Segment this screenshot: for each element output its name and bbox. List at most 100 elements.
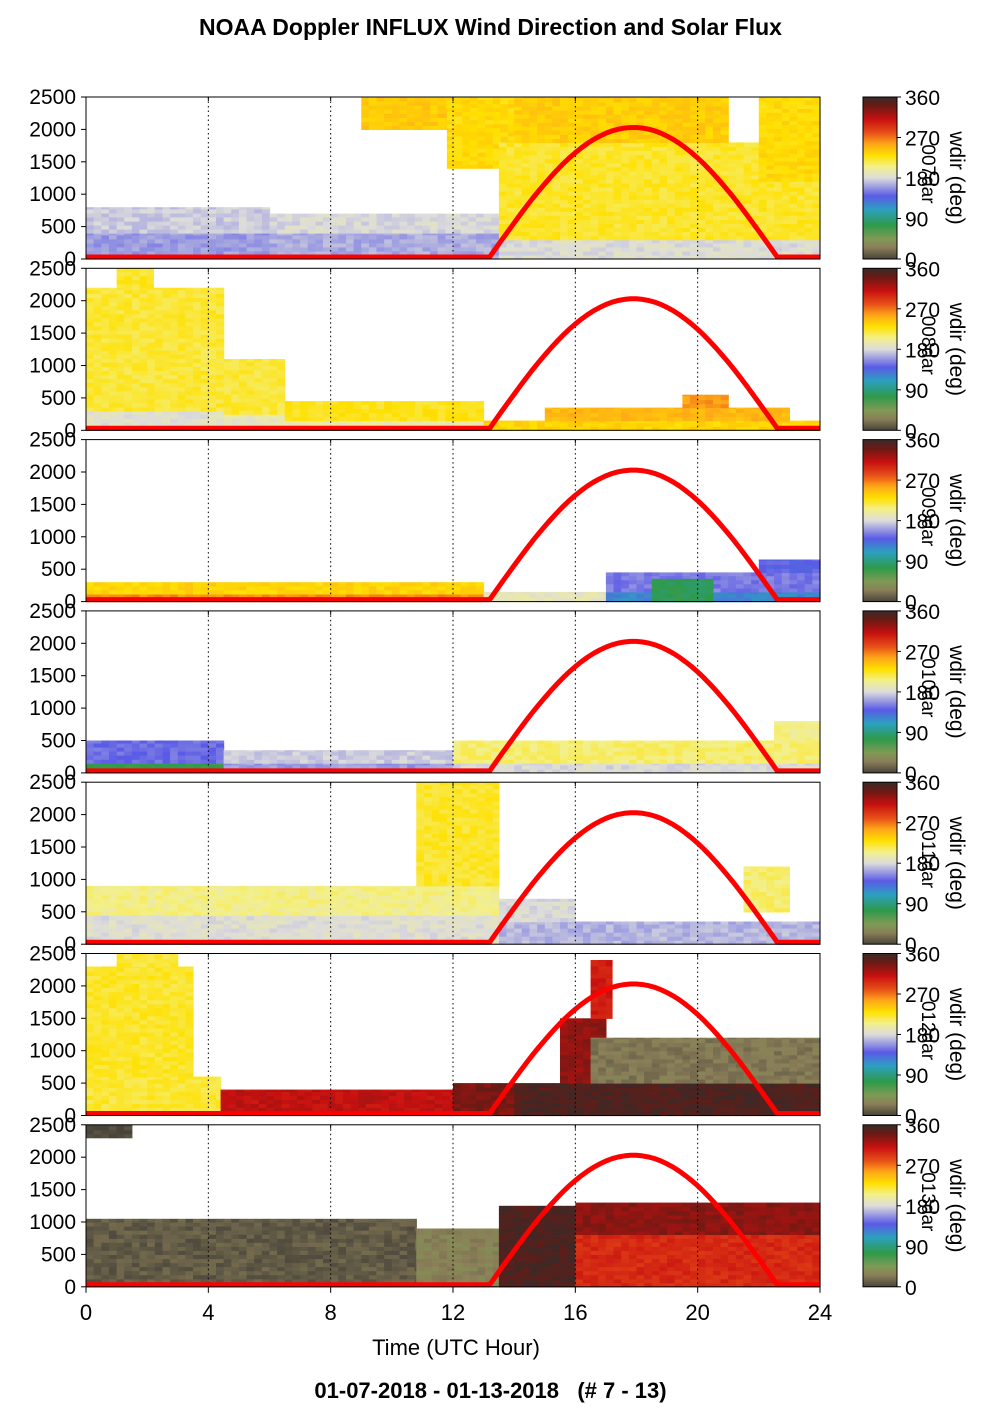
heatmap-cell	[300, 234, 309, 240]
heatmap-cell	[193, 246, 202, 252]
heatmap-cell	[353, 216, 362, 222]
heatmap-cell	[728, 426, 737, 431]
heatmap-cell	[690, 178, 699, 184]
heatmap-cell	[284, 216, 293, 222]
heatmap-cell	[651, 227, 660, 233]
heatmap-cell	[93, 398, 102, 404]
heatmap-cell	[674, 97, 683, 99]
heatmap-cell	[454, 107, 463, 113]
heatmap-cell	[613, 178, 622, 184]
heatmap-cell	[774, 407, 783, 409]
heatmap-cell	[269, 593, 278, 599]
heatmap-cell	[521, 166, 530, 172]
heatmap-cell	[659, 572, 668, 577]
heatmap-cell	[583, 101, 592, 107]
heatmap-cell	[353, 246, 362, 252]
heatmap-cell	[720, 158, 729, 164]
heatmap-cell	[781, 560, 790, 565]
heatmap-cell	[575, 426, 584, 431]
heatmap-cell	[713, 587, 722, 593]
heatmap-cell	[108, 309, 118, 315]
heatmap-cell	[330, 401, 339, 405]
heatmap-cell	[537, 593, 546, 599]
heatmap-cell	[101, 309, 110, 315]
heatmap-cell	[422, 121, 431, 126]
heatmap-cell	[735, 407, 745, 409]
heatmap-cell	[216, 763, 225, 766]
heatmap-cell	[590, 170, 599, 176]
heatmap-cell	[139, 378, 148, 384]
heatmap-cell	[116, 309, 125, 315]
heatmap-cell	[491, 229, 500, 234]
heatmap-cell	[462, 144, 471, 149]
heatmap-cell	[544, 122, 553, 127]
heatmap-cell	[537, 170, 546, 176]
heatmap-cell	[812, 132, 821, 138]
colorbar-tick-label: 180	[905, 511, 940, 534]
heatmap-cell	[575, 412, 584, 418]
heatmap-cell	[498, 174, 508, 180]
colorbar-tick-label: 90	[905, 551, 928, 574]
heatmap-cell	[506, 150, 515, 156]
heatmap-cell	[93, 386, 102, 392]
heatmap-cell	[147, 374, 156, 380]
heatmap-cell	[93, 338, 102, 343]
heatmap-cell	[644, 130, 653, 135]
heatmap-cell	[728, 207, 737, 212]
heatmap-cell	[368, 593, 378, 599]
heatmap-cell	[462, 160, 471, 165]
heatmap-cell	[139, 333, 148, 339]
heatmap-cell	[422, 582, 431, 587]
heatmap-cell	[116, 390, 125, 396]
y-tick-label: 2000	[29, 118, 76, 141]
heatmap-cell	[445, 401, 454, 405]
heatmap-cell	[238, 406, 248, 411]
heatmap-cell	[384, 593, 393, 599]
heatmap-cell	[86, 382, 95, 388]
heatmap-cell	[460, 225, 469, 230]
heatmap-cell	[682, 158, 691, 164]
heatmap-cell	[177, 418, 186, 423]
heatmap-cell	[162, 233, 171, 236]
heatmap-cell	[139, 740, 148, 744]
heatmap-cell	[468, 408, 477, 414]
heatmap-cell	[139, 414, 148, 419]
heatmap-cell	[124, 386, 133, 392]
heatmap-cell	[508, 107, 517, 113]
heatmap-cell	[605, 154, 615, 160]
heatmap-cell	[575, 199, 584, 204]
heatmap-cell	[567, 246, 576, 252]
heatmap-cell	[751, 575, 760, 581]
heatmap-cell	[437, 233, 446, 236]
heatmap-cell	[590, 97, 599, 103]
heatmap-cell	[735, 597, 745, 603]
heatmap-cell	[216, 220, 225, 226]
heatmap-cell	[108, 755, 118, 760]
heatmap-cell	[758, 215, 767, 220]
heatmap-cell	[323, 582, 332, 587]
heatmap-cell	[804, 182, 813, 188]
heatmap-cell	[758, 583, 767, 589]
heatmap-cell	[644, 207, 653, 212]
heatmap-cell	[216, 225, 225, 230]
heatmap-cell	[384, 404, 393, 410]
heatmap-cell	[284, 593, 293, 599]
heatmap-cell	[231, 406, 240, 411]
heatmap-cell	[789, 559, 798, 561]
heatmap-cell	[485, 152, 494, 157]
heatmap-cell	[93, 313, 102, 319]
heatmap-cell	[621, 170, 630, 176]
heatmap-cell	[667, 408, 676, 414]
heatmap-cell	[789, 124, 798, 130]
heatmap-cell	[521, 422, 530, 427]
heatmap-cell	[139, 366, 148, 371]
heatmap-cell	[162, 582, 171, 587]
heatmap-cell	[514, 154, 523, 160]
heatmap-cell	[751, 235, 760, 241]
heatmap-cell	[636, 97, 645, 103]
heatmap-cell	[468, 422, 477, 427]
heatmap-cell	[812, 559, 821, 561]
heatmap-cell	[292, 412, 301, 418]
heatmap-cell	[797, 227, 806, 233]
